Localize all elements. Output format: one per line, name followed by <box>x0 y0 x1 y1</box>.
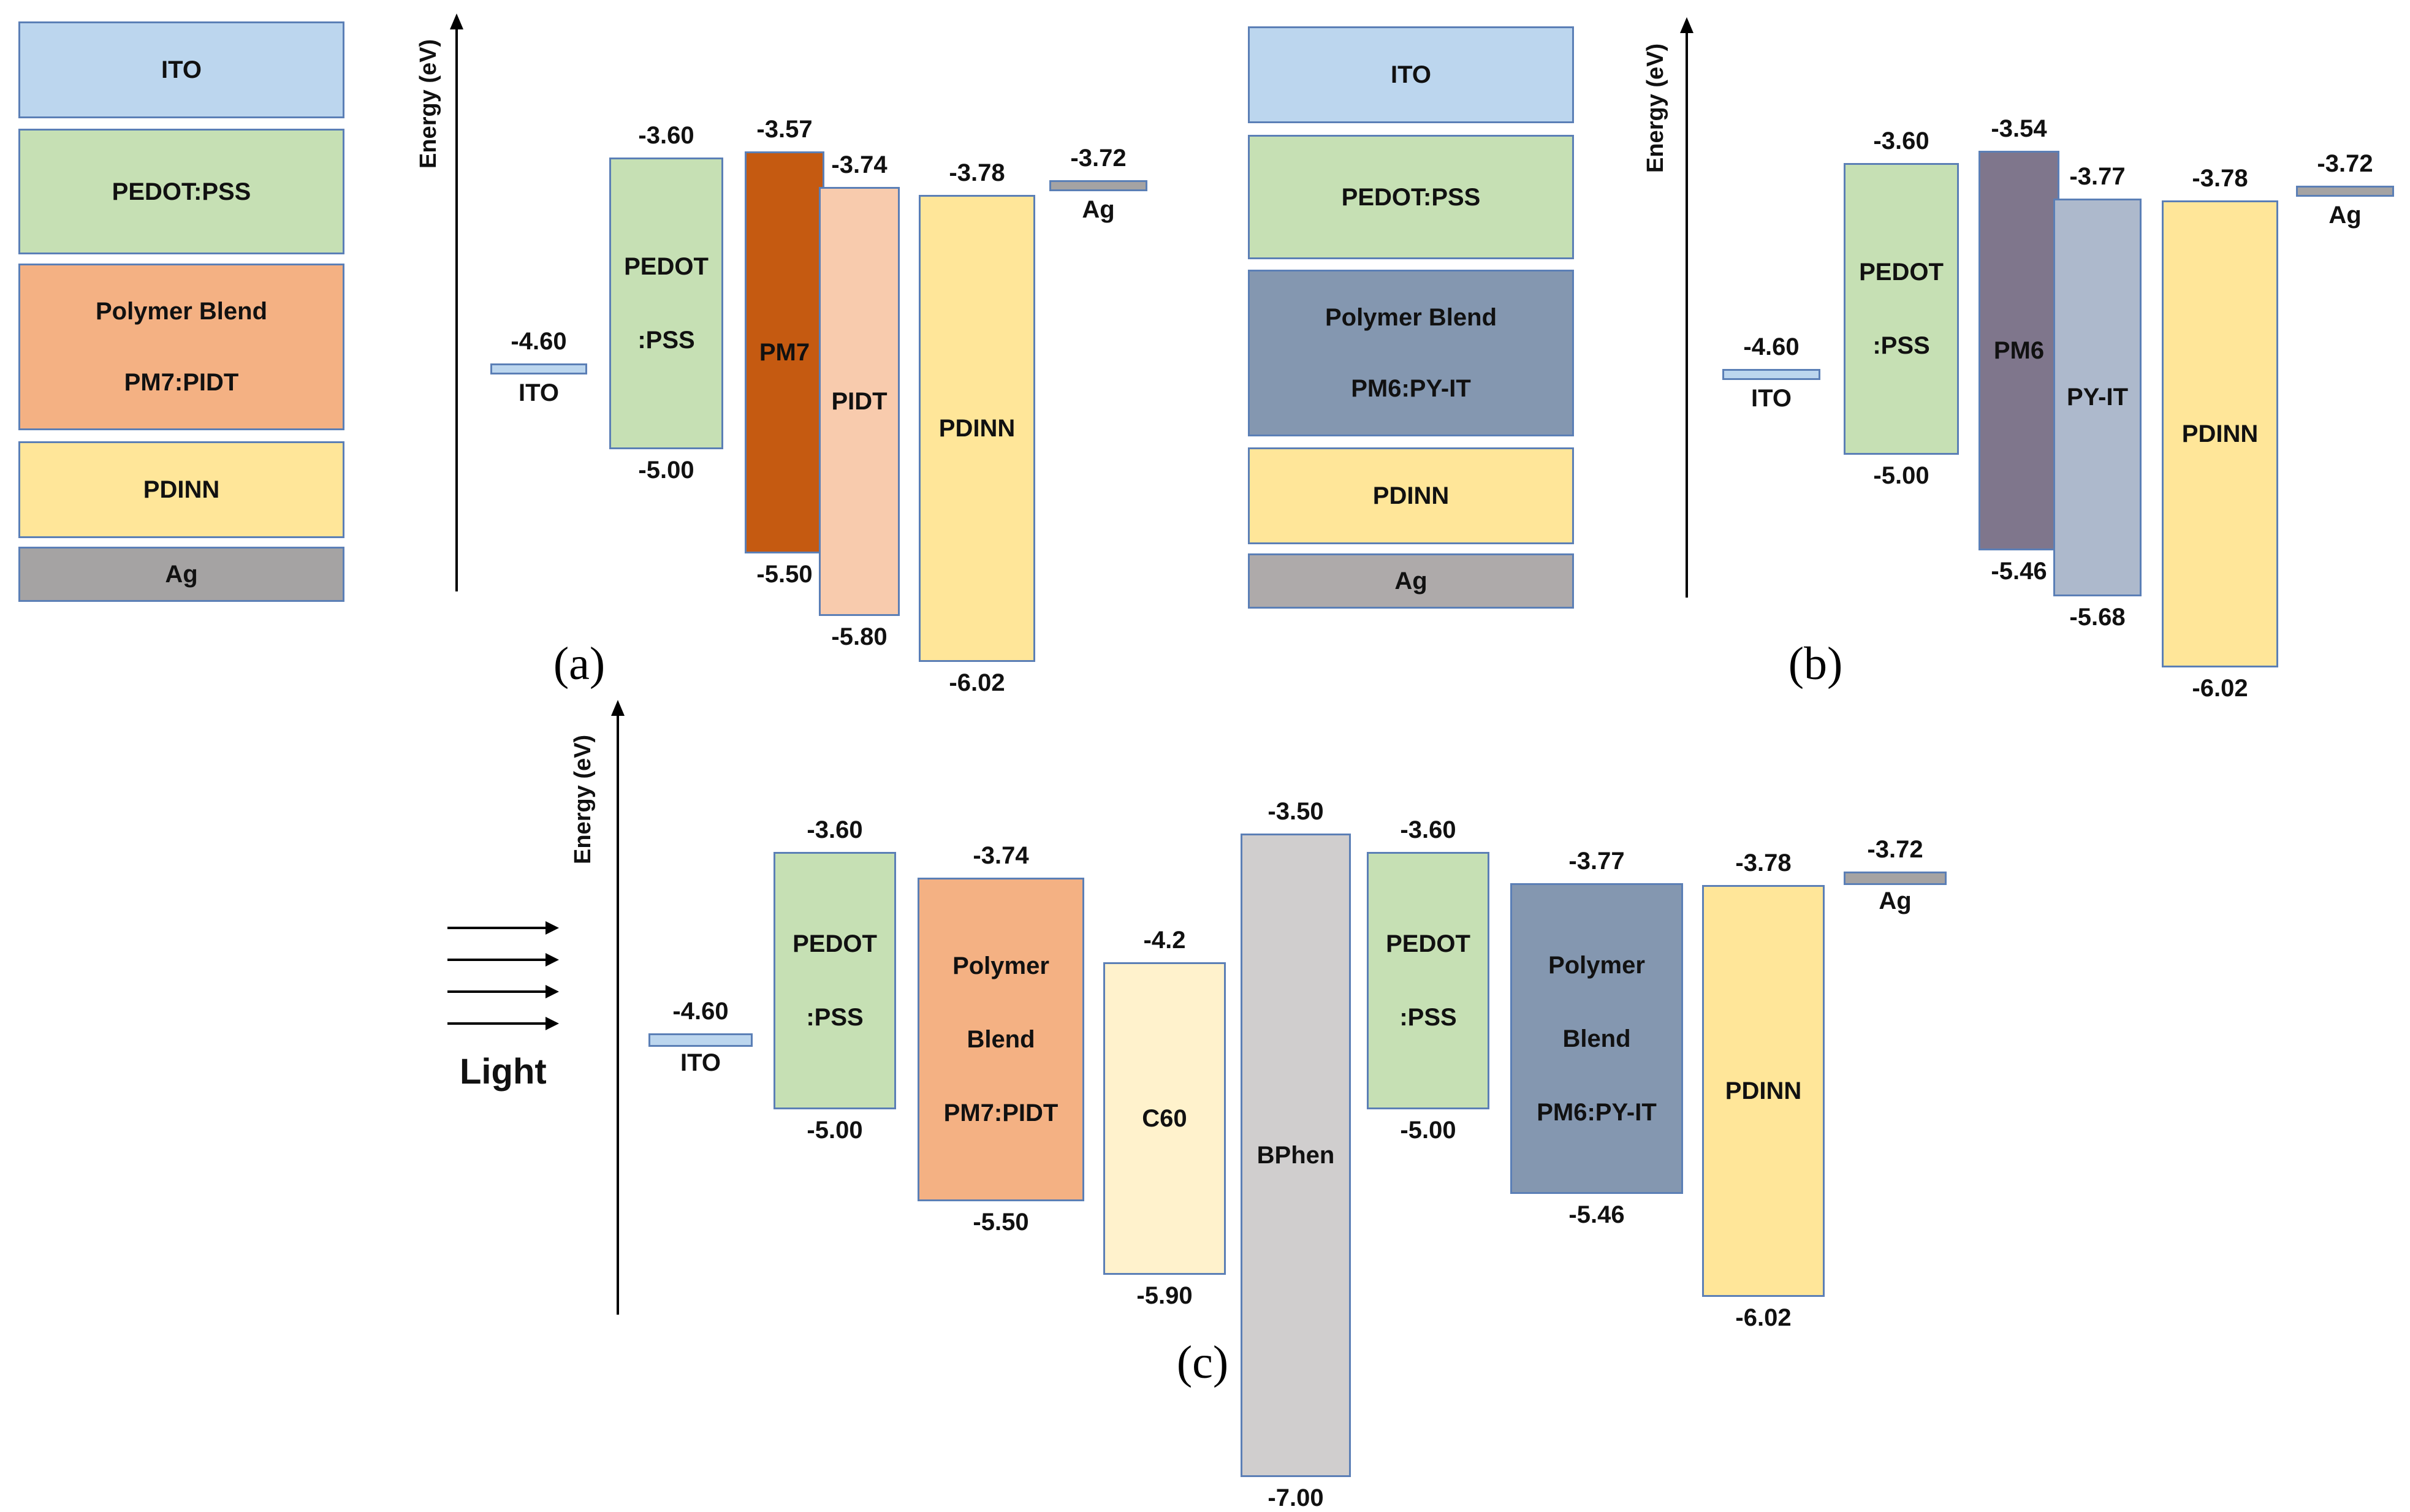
panel-a-level-name: ITO <box>519 379 559 406</box>
panel-c-level-ito-bar <box>648 1033 753 1047</box>
panel-c-energy-axis <box>617 712 619 1315</box>
panel-c-homo-value: -6.02 <box>1735 1304 1792 1331</box>
panel-b-lumo-value: -3.78 <box>2192 165 2248 192</box>
panel-c-light-arrow <box>447 1017 559 1030</box>
panel-c-light-arrow <box>447 953 559 967</box>
panel-c-tag: (c) <box>1176 1337 1229 1388</box>
panel-a-homo-value: -6.02 <box>949 669 1005 696</box>
panel-b-energy-axis-arrowhead <box>1680 17 1693 33</box>
panel-b-stack-layer: Ag <box>1248 553 1574 609</box>
panel-b-level-pedot-pss-box: PEDOT:PSS <box>1844 163 1959 455</box>
panel-a-stack-layer: PEDOT:PSS <box>18 129 344 254</box>
panel-a-stack-layer: Ag <box>18 547 344 602</box>
panel-c-level-pedot-pss-box: PEDOT:PSS <box>1367 852 1489 1109</box>
panel-b-stack-layer: PDINN <box>1248 447 1574 544</box>
panel-a-homo-value: -5.00 <box>638 457 694 484</box>
panel-c-lumo-value: -4.2 <box>1143 927 1186 954</box>
panel-b-homo-value: -5.68 <box>2069 604 2126 631</box>
panel-a-stack-layer: Polymer Blend PM7:PIDT <box>18 264 344 430</box>
panel-b-level-py-it-box: PY-IT <box>2053 198 2142 597</box>
panel-a-level-value: -3.72 <box>1070 144 1127 172</box>
panel-c-level-value: -4.60 <box>672 998 729 1025</box>
panel-c-level-name: Ag <box>1879 887 1912 914</box>
panel-b-homo-value: -5.00 <box>1873 462 1929 489</box>
panel-c-homo-value: -5.00 <box>1400 1117 1456 1144</box>
panel-a-homo-value: -5.80 <box>831 623 888 650</box>
panel-a-lumo-value: -3.57 <box>756 115 813 143</box>
panel-c-light-label: Light <box>460 1052 547 1092</box>
panel-b-lumo-value: -3.54 <box>1991 115 2047 142</box>
panel-b-tag: (b) <box>1788 638 1843 690</box>
panel-a-level-ito-bar <box>490 363 587 374</box>
panel-c-lumo-value: -3.60 <box>1400 816 1456 843</box>
panel-c-light-arrow <box>447 921 559 935</box>
panel-b-level-name: Ag <box>2328 201 2362 229</box>
panel-c-homo-value: -5.00 <box>807 1117 863 1144</box>
panel-c-level-ag-bar <box>1844 872 1947 885</box>
panel-c-level-bphen-box: BPhen <box>1241 834 1351 1477</box>
panel-c-homo-value: -5.90 <box>1136 1282 1193 1309</box>
panel-a-lumo-value: -3.60 <box>638 122 694 149</box>
panel-c-homo-value: -7.00 <box>1268 1484 1324 1511</box>
panel-b-homo-value: -5.46 <box>1991 558 2047 585</box>
panel-b-stack-layer: ITO <box>1248 26 1574 123</box>
panel-a-stack-layer: PDINN <box>18 441 344 538</box>
panel-c-level-pdinn-box: PDINN <box>1702 885 1825 1297</box>
panel-c-lumo-value: -3.50 <box>1268 798 1324 825</box>
panel-c-lumo-value: -3.74 <box>973 842 1029 869</box>
panel-a-energy-axis <box>455 26 458 591</box>
panel-a-level-pidt-box: PIDT <box>819 186 900 616</box>
panel-b-level-value: -4.60 <box>1743 333 1800 360</box>
panel-a-lumo-value: -3.74 <box>831 151 888 178</box>
panel-b-level-pdinn-box: PDINN <box>2162 200 2278 667</box>
panel-c-level-c60-box: C60 <box>1103 962 1226 1275</box>
panel-a-level-pm7-box: PM7 <box>745 151 824 553</box>
panel-b-energy-axis <box>1686 29 1688 598</box>
panel-a-energy-axis-label: Energy (eV) <box>416 39 441 169</box>
panel-c-level-polymer-blend-pm7-pidt-box: Polymer Blend PM7:PIDT <box>918 878 1084 1201</box>
panel-c-level-polymer-blend-pm6-py-it-box: Polymer Blend PM6:PY-IT <box>1510 883 1683 1194</box>
panel-a-level-value: -4.60 <box>511 328 567 355</box>
panel-a-level-name: Ag <box>1082 196 1115 223</box>
panel-a-level-pedot-pss-box: PEDOT:PSS <box>609 158 723 449</box>
panel-b-level-value: -3.72 <box>2317 150 2373 177</box>
panel-a-stack-layer: ITO <box>18 21 344 118</box>
panel-b-lumo-value: -3.60 <box>1873 127 1929 154</box>
panel-b-level-ito-bar <box>1722 369 1820 380</box>
panel-c-homo-value: -5.46 <box>1568 1201 1625 1228</box>
energy-level-diagram-figure: ITO PEDOT:PSS Polymer Blend PM7:PIDT PDINN Ag… <box>18 13 2394 1511</box>
panel-b-energy-axis-label: Energy (eV) <box>1643 43 1668 173</box>
panel-c-energy-axis-label: Energy (eV) <box>570 734 596 864</box>
panel-b-level-pm6-box: PM6 <box>1979 150 2059 551</box>
panel-b-level-name: ITO <box>1751 385 1792 412</box>
panel-c-level-pedot-pss-box: PEDOT:PSS <box>774 852 896 1109</box>
panel-c-level-name: ITO <box>680 1049 721 1076</box>
panel-a-level-ag-bar <box>1049 180 1147 191</box>
panel-c-lumo-value: -3.77 <box>1568 848 1625 875</box>
panel-b-lumo-value: -3.77 <box>2069 162 2126 190</box>
panel-c-level-value: -3.72 <box>1867 836 1923 863</box>
panel-c-energy-axis-arrowhead <box>611 700 625 716</box>
panel-c-lumo-value: -3.60 <box>807 816 863 843</box>
panel-b-homo-value: -6.02 <box>2192 674 2248 702</box>
panel-a-tag: (a) <box>553 638 606 690</box>
panel-b-stack-layer: Polymer Blend PM6:PY-IT <box>1248 270 1574 436</box>
panel-a-energy-axis-arrowhead <box>450 13 463 29</box>
panel-b-stack-layer: PEDOT:PSS <box>1248 135 1574 259</box>
panel-b-level-ag-bar <box>2296 185 2394 197</box>
panel-a-level-pdinn-box: PDINN <box>919 195 1035 662</box>
panel-c-light-arrow <box>447 985 559 998</box>
panel-c-homo-value: -5.50 <box>973 1209 1029 1236</box>
panel-c-lumo-value: -3.78 <box>1735 849 1792 876</box>
panel-a-lumo-value: -3.78 <box>949 159 1005 187</box>
panel-a-homo-value: -5.50 <box>756 561 813 588</box>
